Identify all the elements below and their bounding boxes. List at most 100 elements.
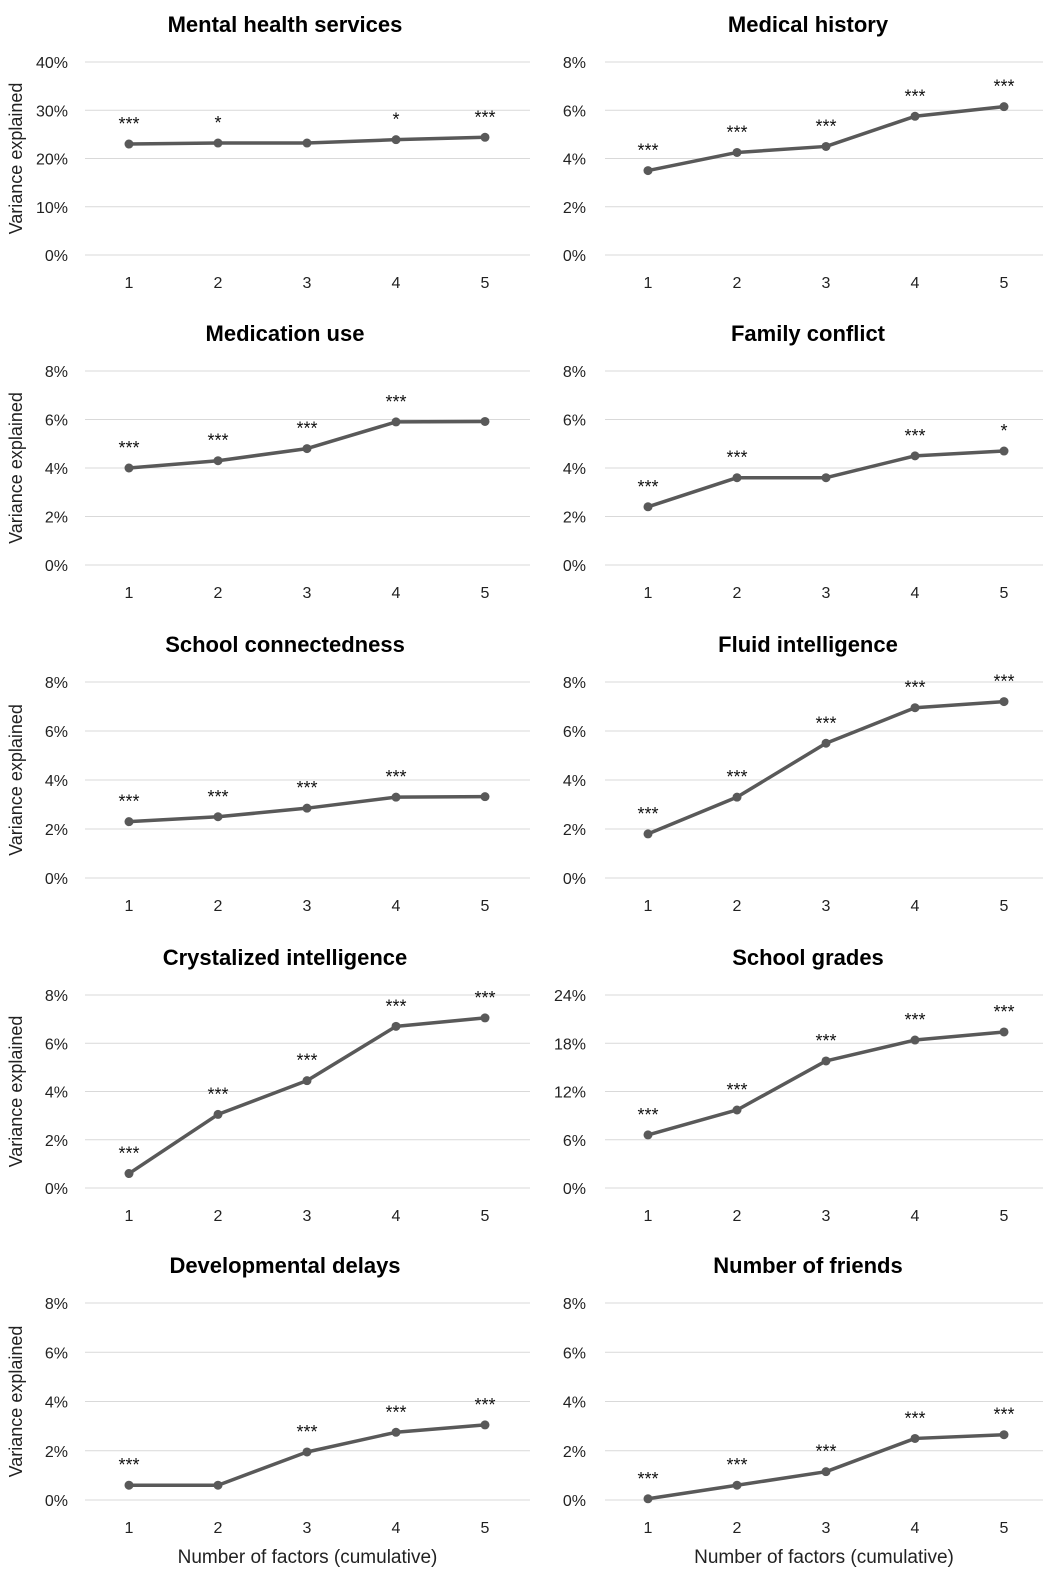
significance-label: *** (118, 114, 139, 134)
significance-label: *** (815, 1442, 836, 1462)
data-point (480, 132, 490, 142)
x-tick-label: 3 (303, 1208, 312, 1225)
significance-label: *** (904, 1010, 925, 1030)
significance-label: *** (904, 86, 925, 106)
x-tick-label: 5 (481, 1520, 490, 1537)
data-point (999, 102, 1009, 112)
data-point (643, 502, 653, 512)
significance-label: *** (118, 438, 139, 458)
x-axis-label: Number of factors (cumulative) (694, 1547, 954, 1568)
significance-label: *** (726, 122, 747, 142)
y-tick-label: 18% (554, 1036, 586, 1053)
y-tick-label: 0% (45, 558, 68, 575)
data-point (302, 1076, 312, 1086)
y-tick-label: 12% (554, 1085, 586, 1102)
y-tick-label: 4% (563, 1395, 586, 1412)
y-tick-label: 2% (45, 1444, 68, 1461)
y-tick-label: 0% (563, 1181, 586, 1198)
significance-label: *** (726, 1080, 747, 1100)
y-axis-label: Variance explained (6, 1326, 26, 1478)
chart-panel-2: Medical history 0% 2% 4% 6% 8% 1 2 3 4 5 *** *** *** *… (563, 12, 1043, 292)
x-tick-label: 1 (125, 1520, 134, 1537)
y-tick-label: 4% (563, 773, 586, 790)
significance-label: *** (993, 672, 1014, 692)
y-tick-label: 10% (36, 200, 68, 217)
data-point (821, 473, 831, 483)
significance-label: * (392, 110, 399, 130)
y-tick-label: 0% (563, 871, 586, 888)
chart-panel-3: Medication use 0% 2% 4% 6% 8% 1 2 3 4 5 Variance ex… (6, 321, 530, 602)
x-tick-label: 5 (481, 1208, 490, 1225)
y-tick-label: 2% (563, 200, 586, 217)
significance-label: *** (385, 996, 406, 1016)
data-point (213, 138, 223, 148)
x-tick-label: 1 (125, 275, 134, 292)
y-tick-label: 6% (45, 413, 68, 430)
y-tick-label: 2% (45, 1133, 68, 1150)
significance-label: *** (993, 77, 1014, 97)
significance-label: *** (726, 1455, 747, 1475)
y-axis-label: Variance explained (6, 392, 26, 544)
data-point (391, 135, 401, 145)
chart-panel-9: Developmental delays 0% 2% 4% 6% 8% 1 2 3 4 5 Varia… (6, 1253, 530, 1568)
x-tick-label: 3 (303, 1520, 312, 1537)
y-tick-label: 6% (563, 724, 586, 741)
x-tick-label: 5 (481, 275, 490, 292)
data-point (391, 1021, 401, 1031)
y-tick-label: 8% (563, 675, 586, 692)
data-point (480, 1013, 490, 1023)
chart-panel-1: Mental health services 0% 10% 20% 30% 40% 1 2 3 4… (6, 12, 530, 292)
x-tick-label: 3 (303, 585, 312, 602)
data-point (999, 697, 1009, 707)
x-tick-label: 3 (822, 585, 831, 602)
data-point (910, 111, 920, 121)
x-tick-label: 2 (214, 898, 223, 915)
y-tick-label: 8% (45, 988, 68, 1005)
data-point (999, 1027, 1009, 1037)
y-tick-label: 0% (45, 871, 68, 888)
x-tick-label: 5 (1000, 898, 1009, 915)
y-tick-label: 0% (45, 1181, 68, 1198)
data-point (910, 703, 920, 713)
y-tick-label: 8% (45, 675, 68, 692)
chart-title: Family conflict (731, 321, 886, 346)
significance-label: *** (637, 1469, 658, 1489)
significance-label: *** (904, 426, 925, 446)
y-tick-label: 4% (45, 1085, 68, 1102)
x-tick-label: 2 (214, 1520, 223, 1537)
chart-title: School connectedness (165, 632, 405, 657)
data-point (732, 473, 742, 483)
x-tick-label: 1 (644, 585, 653, 602)
y-tick-label: 6% (45, 724, 68, 741)
data-point (643, 829, 653, 839)
x-tick-label: 3 (822, 1520, 831, 1537)
significance-label: *** (904, 678, 925, 698)
data-point (391, 792, 401, 802)
data-point (213, 812, 223, 822)
y-tick-label: 4% (45, 461, 68, 478)
x-tick-label: 3 (303, 275, 312, 292)
significance-label: *** (296, 419, 317, 439)
x-tick-label: 4 (911, 1208, 920, 1225)
significance-label: * (214, 113, 221, 133)
data-point (302, 444, 312, 454)
y-tick-label: 0% (563, 248, 586, 265)
data-point (124, 817, 134, 827)
x-tick-label: 2 (733, 898, 742, 915)
significance-label: *** (474, 107, 495, 127)
chart-title: Developmental delays (169, 1253, 400, 1278)
y-tick-label: 6% (45, 1036, 68, 1053)
chart-title: School grades (732, 945, 884, 970)
significance-label: *** (815, 1031, 836, 1051)
significance-label: *** (385, 1402, 406, 1422)
data-point (643, 1494, 653, 1504)
significance-label: * (1000, 421, 1007, 441)
data-point (999, 446, 1009, 456)
significance-label: *** (815, 116, 836, 136)
x-tick-label: 1 (125, 585, 134, 602)
significance-label: *** (637, 141, 658, 161)
x-tick-label: 5 (481, 898, 490, 915)
chart-title: Fluid intelligence (718, 632, 898, 657)
significance-label: *** (385, 392, 406, 412)
y-tick-label: 8% (563, 364, 586, 381)
